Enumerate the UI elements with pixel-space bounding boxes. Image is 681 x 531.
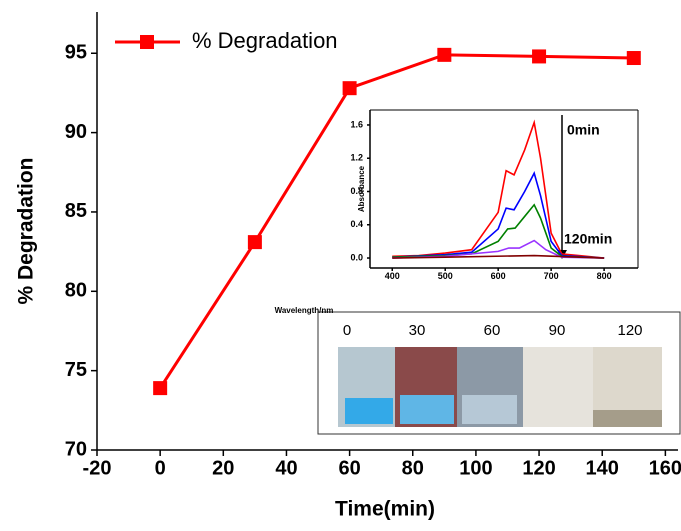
x-tick-label: 500 (438, 271, 453, 281)
marker (437, 48, 451, 62)
x-tick-label: 400 (385, 271, 400, 281)
x-tick-label: 100 (459, 457, 492, 479)
x-tick-label: 700 (544, 271, 559, 281)
x-axis-label: Time(min) (335, 498, 435, 521)
y-tick-label: 90 (65, 121, 87, 143)
x-tick-label: 80 (402, 457, 424, 479)
legend-label: % Degradation (192, 28, 338, 53)
marker (153, 381, 167, 395)
y-tick-label: 95 (65, 42, 87, 64)
marker (627, 51, 641, 65)
annotation: 120min (564, 231, 612, 247)
photo-label: 60 (484, 322, 501, 339)
photo-liquid (400, 395, 454, 424)
y-tick-label: 0.0 (350, 252, 363, 262)
photo-label: 30 (409, 322, 426, 339)
photo-panel (523, 347, 593, 427)
x-axis-label: Wavelength/nm (275, 306, 334, 315)
x-tick-label: 0 (155, 457, 166, 479)
y-tick-label: 70 (65, 438, 87, 460)
x-tick-label: -20 (83, 457, 112, 479)
x-tick-label: 40 (275, 457, 297, 479)
marker (532, 49, 546, 63)
y-tick-label: 1.2 (350, 153, 363, 163)
photo-label: 120 (617, 322, 642, 339)
y-tick-label: 0.4 (350, 219, 363, 229)
photo-liquid (345, 398, 393, 424)
y-tick-label: 1.6 (350, 119, 363, 129)
x-tick-label: 160 (649, 457, 681, 479)
legend-marker (140, 35, 154, 49)
x-tick-label: 600 (491, 271, 506, 281)
marker (343, 81, 357, 95)
y-tick-label: 85 (65, 200, 87, 222)
chart: 0 30 60 90 120 -20 0 20 40 60 80 100 120 140 160 70 75 80… (0, 0, 681, 531)
x-tick-label: 20 (212, 457, 234, 479)
photo-panel (593, 410, 662, 427)
photo-label: 0 (343, 322, 351, 339)
x-tick-label: 140 (586, 457, 619, 479)
marker (248, 235, 262, 249)
y-axis-label: Absorbance (357, 165, 366, 212)
x-tick-label: 120 (522, 457, 555, 479)
x-tick-label: 800 (597, 271, 612, 281)
x-tick-label: 60 (338, 457, 360, 479)
y-axis-label: % Degradation (15, 157, 38, 304)
y-tick-label: 75 (65, 359, 87, 381)
photo-label: 90 (549, 322, 566, 339)
annotation: 0min (567, 122, 600, 138)
photo-liquid (462, 395, 517, 424)
y-tick-label: 80 (65, 280, 87, 302)
